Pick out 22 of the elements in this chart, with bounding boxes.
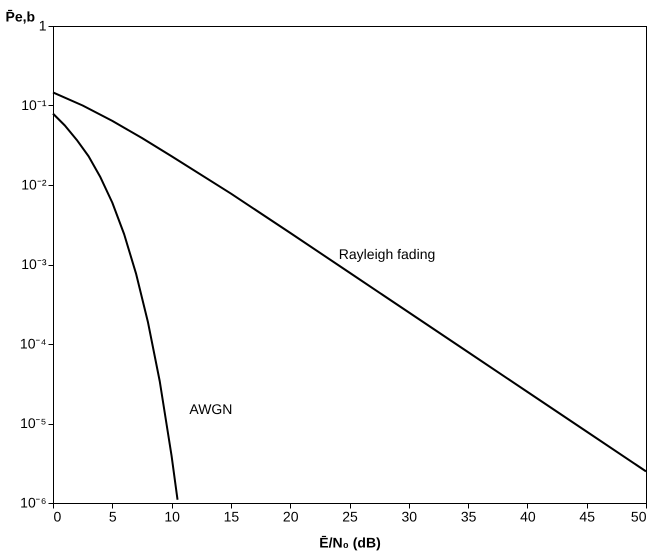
x-tick-label: 40 bbox=[520, 508, 536, 524]
y-axis-title: P̄e,b bbox=[6, 8, 36, 24]
x-tick-label: 0 bbox=[54, 508, 62, 524]
y-tick-label: 10⁻² bbox=[21, 176, 47, 192]
y-tick-label: 1 bbox=[38, 18, 47, 34]
y-tick-label: 10⁻³ bbox=[21, 256, 47, 272]
x-tick-label: 5 bbox=[108, 508, 117, 524]
x-tick-label: 10 bbox=[164, 508, 180, 524]
y-tick-label: 10⁻⁵ bbox=[20, 415, 46, 431]
y-tick-label: 10⁻⁶ bbox=[20, 494, 46, 510]
y-tick-label: 10⁻¹ bbox=[21, 97, 47, 113]
x-axis-title: Ē/N₀ (dB) bbox=[319, 534, 381, 550]
x-tick-label: 35 bbox=[460, 508, 477, 524]
x-tick-label: 15 bbox=[224, 508, 240, 524]
annotation: AWGN bbox=[189, 400, 232, 417]
x-tick-label: 50 bbox=[630, 508, 647, 524]
y-tick-label: 10⁻⁴ bbox=[20, 336, 46, 352]
x-tick-label: 25 bbox=[342, 508, 358, 524]
x-tick-label: 30 bbox=[402, 508, 418, 524]
x-tick-label: 20 bbox=[282, 508, 299, 524]
annotation: Rayleigh fading bbox=[338, 246, 436, 262]
x-tick-label: 45 bbox=[579, 508, 596, 524]
